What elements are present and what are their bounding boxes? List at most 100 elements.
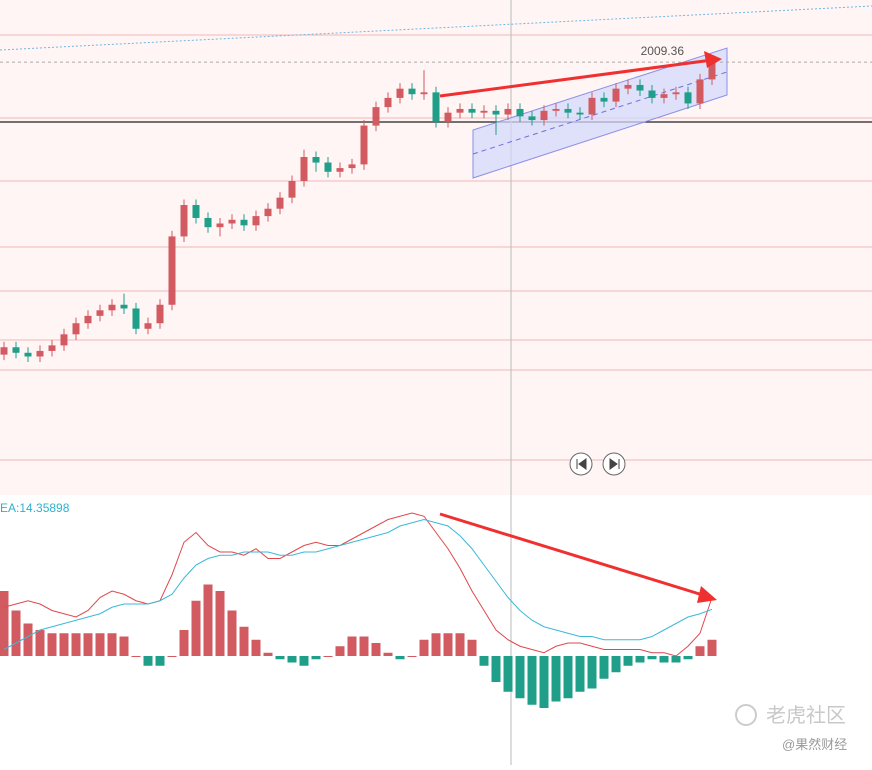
histogram-bar [179, 630, 189, 656]
histogram-bar [587, 656, 597, 689]
candle-body [696, 79, 704, 104]
dea-label: EA:14.35898 [0, 501, 70, 515]
histogram-bar [47, 633, 57, 656]
histogram-bar [467, 639, 477, 656]
histogram-bar [683, 656, 693, 660]
candle-body [552, 108, 560, 111]
histogram-bar [143, 656, 153, 666]
histogram-bar [551, 656, 561, 702]
histogram-bar [359, 636, 369, 656]
candle-body [324, 162, 332, 172]
histogram-bar [215, 591, 225, 656]
histogram-bar [155, 656, 165, 666]
histogram-bar [431, 633, 441, 656]
histogram-bar [95, 633, 105, 656]
candle-body [636, 84, 644, 91]
candle-body [240, 219, 248, 226]
histogram-bar [347, 636, 357, 656]
candle-body [96, 310, 104, 316]
histogram-bar [695, 646, 705, 656]
histogram-bar [311, 656, 321, 660]
histogram-bar [203, 584, 213, 656]
candle-body [660, 94, 668, 98]
watermark-logo [735, 704, 757, 726]
histogram-bar [539, 656, 549, 708]
candle-body [516, 108, 524, 117]
histogram-bar [371, 643, 381, 656]
candle-body [372, 107, 380, 126]
candle-body [48, 345, 56, 351]
candle-body [600, 97, 608, 102]
histogram-bar [287, 656, 297, 663]
candle-body [156, 304, 164, 324]
candle-body [444, 112, 452, 122]
histogram-bar [383, 652, 393, 656]
candle-body [456, 108, 464, 113]
histogram-bar [479, 656, 489, 666]
candle-body [684, 92, 692, 104]
histogram-bar [23, 623, 33, 656]
candle-body [132, 308, 140, 329]
histogram-bar [83, 633, 93, 656]
histogram-bar [167, 656, 177, 657]
histogram-bar [503, 656, 513, 692]
histogram-bar [275, 656, 285, 660]
prev-icon [576, 458, 587, 470]
histogram-bar [575, 656, 585, 692]
candle-body [252, 216, 260, 226]
histogram-bar [131, 656, 141, 657]
candle-body [528, 116, 536, 121]
candle-body [432, 92, 440, 122]
candle-body [624, 84, 632, 89]
next-icon [609, 458, 620, 470]
histogram-bar [71, 633, 81, 656]
candle-body [204, 217, 212, 228]
candle-body [396, 88, 404, 98]
candle-body [180, 205, 188, 237]
candle-body [360, 125, 368, 165]
histogram-bar [335, 646, 345, 656]
histogram-bar [491, 656, 501, 682]
histogram-bar [443, 633, 453, 656]
histogram-bar [671, 656, 681, 663]
arrow [439, 58, 713, 98]
histogram-bar [707, 639, 717, 656]
candle-body [192, 205, 200, 218]
histogram-bar [107, 633, 117, 656]
histogram-bar [635, 656, 645, 663]
histogram-bar [239, 626, 249, 656]
histogram-bar [623, 656, 633, 666]
candles: 2009.36 [0, 44, 872, 363]
dea-line [3, 518, 713, 650]
candle-body [504, 108, 512, 115]
candle-body [108, 304, 116, 311]
candle-body [708, 62, 716, 80]
candle-body [288, 181, 296, 198]
histogram-bar [395, 656, 405, 660]
candle-body [312, 156, 320, 163]
histogram-bar [299, 656, 309, 666]
candle-body [36, 350, 44, 357]
arrow [439, 512, 707, 598]
candle-body [348, 164, 356, 169]
candle-body [588, 97, 596, 115]
candle-body [576, 112, 584, 115]
candle-body [24, 352, 32, 357]
histogram-bar [455, 633, 465, 656]
channel [472, 47, 728, 179]
watermark: 老虎社区 [766, 704, 846, 727]
candle-body [336, 168, 344, 172]
histogram-bar [0, 591, 9, 656]
candle-body [60, 334, 68, 346]
histogram-bar [407, 656, 417, 657]
candle-body [264, 208, 272, 217]
histogram-bar [599, 656, 609, 679]
histogram-bar [563, 656, 573, 699]
macd [0, 512, 717, 708]
histogram-bar [419, 639, 429, 656]
price-label: 2009.36 [641, 44, 685, 58]
candle-body [480, 110, 488, 113]
histogram-bar [119, 636, 129, 656]
histogram-bar [515, 656, 525, 699]
